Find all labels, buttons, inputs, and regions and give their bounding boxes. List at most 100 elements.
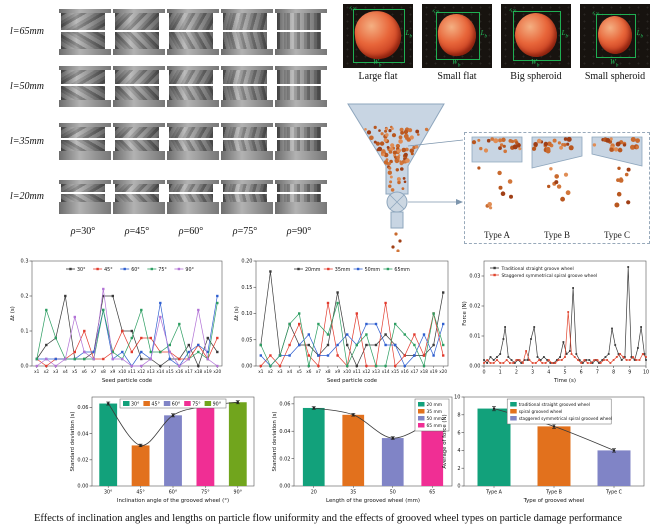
x-tick-label: 4: [547, 370, 550, 376]
marker: [317, 354, 320, 357]
marker: [577, 359, 579, 361]
wheel-flange-bottom: [113, 151, 165, 160]
seed-figure: Lb Wb Tb Small spheroid: [579, 4, 651, 82]
y-tick-label: 0.20: [241, 259, 252, 265]
marker: [606, 359, 608, 361]
wheel-groove-band: [223, 127, 267, 138]
marker: [374, 364, 378, 368]
wheel-row-label: l=65mm: [10, 26, 44, 37]
wheel-render: [221, 179, 273, 214]
legend-swatch: [418, 409, 425, 414]
particle: [380, 132, 384, 136]
x-tick-label: x11: [128, 369, 136, 374]
legend-label: 45°: [151, 401, 160, 407]
marker: [513, 362, 516, 364]
y-axis-label: Standard deviation (s): [70, 411, 76, 471]
particle: [536, 138, 542, 144]
wheel-flange-top: [221, 179, 273, 184]
length-dim-label: Lb: [480, 29, 487, 40]
seed-shape-panel: Lb Wb Tb Large flat Lb Wb Tb Small flat Lb Wb Tb Bi…: [342, 4, 654, 82]
y-tick-label: 0.06: [279, 402, 290, 408]
wheel-groove-band: [115, 31, 159, 49]
wheel-groove-band: [61, 183, 105, 192]
particle: [388, 166, 392, 170]
y-tick-label: 0.01: [469, 334, 480, 340]
wheel-col-label: ρ=90°: [286, 226, 312, 237]
marker: [259, 364, 262, 368]
angle-symbol: ρ: [286, 226, 292, 237]
particle: [389, 175, 393, 179]
marker: [422, 333, 426, 336]
marker: [627, 266, 630, 268]
particle: [402, 177, 406, 180]
wheel-col-labels: ρ=30° ρ=45° ρ=60° ρ=75° ρ=90°: [4, 226, 336, 237]
x-category-label: Type C: [605, 490, 623, 496]
marker: [573, 356, 576, 358]
particle: [385, 127, 389, 131]
marker: [534, 362, 537, 364]
wheel-flange-bottom: [113, 48, 165, 55]
type-scene: Type B: [528, 136, 586, 240]
marker: [54, 357, 57, 361]
marker: [288, 343, 291, 347]
marker: [413, 333, 416, 336]
x-tick-label: 5: [563, 370, 566, 376]
marker: [531, 362, 534, 364]
callout-arrowhead: [456, 199, 463, 205]
x-tick-label: x11: [353, 369, 361, 374]
particle: [493, 138, 499, 144]
marker: [102, 294, 105, 298]
seed-type-label: Large flat: [358, 71, 398, 82]
type-scene-svg: [591, 136, 643, 208]
seed-photo: Lb Wb Tb: [501, 4, 571, 68]
x-tick-label: x10: [343, 369, 351, 374]
marker: [298, 322, 301, 326]
marker: [601, 359, 604, 361]
wheel-cell: [218, 179, 273, 214]
wheel-flange-bottom: [221, 48, 273, 55]
wheel-flange-top: [221, 66, 273, 70]
marker: [197, 364, 200, 368]
falling-particle: [500, 191, 506, 196]
marker: [442, 322, 445, 326]
measure-box: [353, 9, 405, 63]
wheel-groove-band: [115, 127, 159, 138]
length-dim-label: Lb: [636, 29, 643, 40]
y-axis-label: Force (N): [462, 301, 468, 326]
wheel-cell: [110, 66, 165, 107]
legend-marker: [177, 267, 181, 271]
marker: [187, 357, 190, 361]
particle: [388, 150, 393, 154]
particle: [395, 143, 400, 149]
wheel-render: [59, 123, 111, 160]
marker: [612, 359, 615, 361]
y-tick-label: 0.3: [21, 259, 29, 265]
wheel-cell: [272, 179, 327, 214]
particle: [377, 146, 383, 152]
falling-particle: [626, 200, 631, 205]
x-tick-label: x2: [44, 369, 49, 374]
y-tick-label: 0.0: [21, 364, 29, 370]
marker: [505, 359, 508, 361]
particle: [393, 150, 397, 155]
marker: [168, 350, 171, 354]
falling-particle: [497, 170, 502, 176]
particle: [394, 158, 400, 164]
spacer: [4, 226, 56, 237]
falling-particle: [549, 167, 553, 171]
wheel-flange-top: [221, 123, 273, 127]
marker: [590, 362, 592, 364]
marker: [599, 362, 602, 364]
particle: [592, 143, 597, 147]
marker: [502, 338, 505, 340]
legend-label: 65 mm: [427, 423, 443, 429]
y-tick-label: 0.00: [241, 364, 252, 370]
wheel-render: [59, 66, 111, 107]
particle: [378, 129, 381, 132]
legend-label: 60°: [172, 401, 181, 407]
length-dim-label: Lb: [405, 29, 412, 40]
wheel-groove-band: [277, 70, 321, 84]
legend-label: 75°: [158, 267, 167, 273]
legend-label: 30°: [131, 401, 140, 407]
wheel-render: [221, 123, 273, 160]
